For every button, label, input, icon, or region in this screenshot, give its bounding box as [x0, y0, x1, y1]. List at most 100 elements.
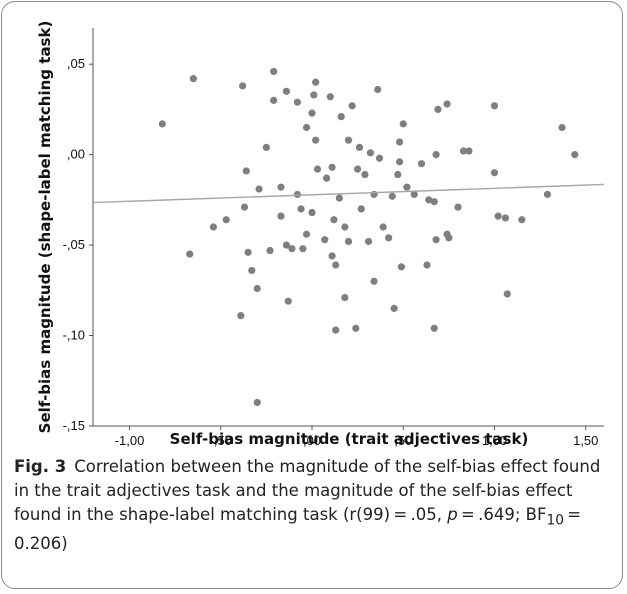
- data-point: [430, 198, 438, 206]
- data-points: [158, 67, 579, 407]
- data-point: [543, 190, 552, 199]
- data-point: [494, 212, 502, 220]
- axes: [92, 28, 604, 427]
- data-point: [310, 91, 318, 99]
- data-point: [417, 160, 426, 168]
- data-point: [277, 212, 285, 220]
- data-point: [370, 277, 378, 285]
- data-point: [270, 96, 278, 104]
- y-tick-label: ,00: [67, 147, 85, 162]
- data-point: [328, 163, 336, 171]
- data-point: [189, 75, 197, 83]
- data-point: [355, 143, 364, 151]
- data-point: [396, 138, 404, 146]
- data-point: [344, 237, 353, 246]
- y-tick-label: ,05: [67, 56, 85, 71]
- data-point: [397, 263, 406, 271]
- data-point: [242, 167, 250, 175]
- data-point: [361, 170, 369, 179]
- fit-line: [92, 183, 605, 204]
- data-point: [558, 123, 566, 132]
- data-point: [396, 158, 404, 166]
- x-axis-label: Self-bias magnitude (trait adjectives ta…: [170, 430, 529, 448]
- data-point: [501, 214, 510, 222]
- fit-line-group: [92, 183, 605, 204]
- scatter-chart: ,05 ,00 -,05 -,10 -,15 -1,00 -,50 ,00 ,50 1,00 1,…: [36, 21, 605, 448]
- data-point: [293, 190, 301, 199]
- data-point: [299, 245, 307, 253]
- y-tick-label: -,05: [63, 237, 85, 252]
- data-point: [432, 236, 440, 244]
- data-point: [237, 312, 245, 320]
- data-point: [158, 120, 166, 128]
- data-point: [337, 113, 345, 121]
- data-point: [364, 237, 373, 246]
- data-point: [302, 230, 311, 238]
- data-point: [313, 165, 322, 173]
- data-point: [465, 147, 473, 155]
- data-point: [366, 149, 374, 157]
- x-axis-ticks: -1,00 -,50 ,00 ,50 1,00 1,50: [115, 426, 598, 448]
- data-point: [266, 246, 274, 255]
- data-point: [388, 192, 396, 200]
- x-tick-label: -,50: [210, 433, 232, 448]
- data-point: [443, 100, 451, 108]
- data-point: [335, 194, 343, 202]
- data-point: [503, 290, 511, 298]
- p-symbol: p: [447, 505, 458, 524]
- data-point: [390, 304, 398, 313]
- data-point: [354, 165, 362, 173]
- x-tick-label: 1,50: [573, 433, 598, 448]
- data-point: [240, 203, 249, 211]
- data-point: [308, 109, 316, 117]
- bf-subscript: 10: [546, 512, 564, 529]
- data-point: [459, 147, 468, 155]
- data-point: [323, 174, 331, 182]
- data-point: [321, 236, 329, 244]
- data-point: [432, 151, 440, 159]
- data-point: [297, 205, 305, 213]
- data-point: [255, 185, 263, 193]
- data-point: [244, 248, 252, 256]
- data-point: [403, 183, 411, 191]
- data-point: [332, 326, 340, 334]
- data-point: [357, 205, 365, 213]
- data-point: [352, 324, 360, 332]
- data-point: [410, 190, 418, 199]
- data-point: [282, 241, 291, 249]
- data-point: [262, 143, 270, 151]
- data-point: [326, 93, 334, 101]
- data-point: [282, 87, 291, 95]
- bf-value: = 0.206): [14, 505, 585, 554]
- data-point: [328, 252, 336, 260]
- data-point: [186, 250, 194, 258]
- caption-text: Correlation between the magnitude of the…: [14, 457, 601, 524]
- y-axis-ticks: ,05 ,00 -,05 -,10 -,15: [63, 56, 93, 433]
- data-point: [312, 78, 320, 86]
- data-point: [288, 245, 296, 253]
- data-point: [302, 123, 311, 132]
- data-point: [248, 266, 256, 275]
- data-point: [312, 136, 320, 144]
- data-point: [571, 151, 579, 159]
- y-tick-label: -,15: [63, 418, 85, 433]
- data-point: [253, 284, 261, 293]
- x-tick-label: ,50: [394, 433, 412, 448]
- y-tick-label: -,10: [63, 328, 85, 343]
- data-point: [385, 234, 393, 242]
- data-point: [341, 293, 349, 302]
- data-point: [277, 183, 285, 191]
- figure-caption: Fig. 3 Correlation between the magnitude …: [14, 455, 612, 556]
- x-tick-label: 1,00: [482, 433, 507, 448]
- data-point: [344, 136, 353, 144]
- y-axis-label: Self-bias magnitude (shape-label matchin…: [36, 21, 54, 434]
- data-point: [209, 223, 218, 231]
- data-point: [332, 261, 340, 269]
- data-point: [518, 216, 526, 224]
- data-point: [394, 170, 402, 179]
- data-point: [239, 82, 247, 90]
- p-value: = .649;: [457, 505, 526, 524]
- data-point: [423, 261, 431, 269]
- data-point: [490, 169, 499, 177]
